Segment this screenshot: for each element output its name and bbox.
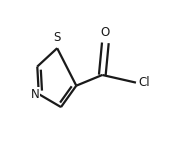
Text: S: S [53, 31, 61, 44]
Text: O: O [101, 26, 110, 39]
Text: N: N [31, 88, 39, 101]
Text: Cl: Cl [138, 76, 150, 89]
